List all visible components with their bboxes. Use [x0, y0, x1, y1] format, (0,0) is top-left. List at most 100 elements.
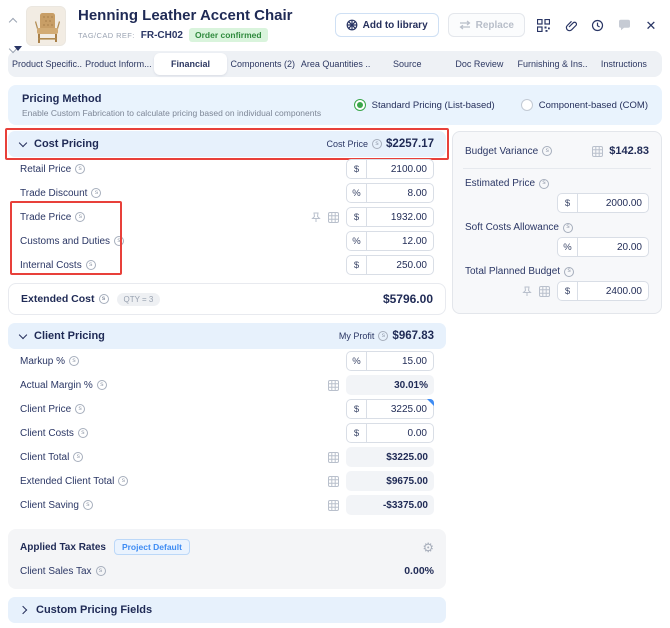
tab-furnishing-installation[interactable]: Furnishing & Ins... — [517, 59, 588, 69]
markup-input[interactable]: % 15.00 — [346, 351, 434, 371]
spec-circle-icon: s — [372, 139, 383, 149]
customs-duties-row: Customs and Duties s % 12.00 — [8, 229, 446, 253]
tab-product-information[interactable]: Product Inform... — [85, 59, 152, 69]
status-badge: Order confirmed — [188, 28, 268, 42]
spec-circle-icon: s — [562, 222, 573, 233]
comment-icon[interactable] — [615, 16, 633, 34]
pricing-method-subtitle: Enable Custom Fabrication to calculate p… — [22, 107, 322, 118]
currency-prefix: $ — [347, 208, 367, 226]
retail-price-input[interactable]: $ 2100.00 — [346, 159, 434, 179]
calculator-grid-icon[interactable] — [539, 285, 550, 297]
percent-prefix: % — [347, 352, 367, 370]
total-planned-budget-input[interactable]: $ 2400.00 — [557, 281, 649, 301]
gear-icon[interactable]: ⚙ — [422, 539, 434, 555]
spec-circle-icon: s — [85, 260, 96, 270]
budget-panel: Budget Variance s $142.83 Estimated Price… — [452, 131, 662, 314]
budget-variance-value: $142.83 — [609, 145, 649, 157]
retail-price-row: Retail Price s $ 2100.00 — [8, 157, 446, 181]
chevron-down-icon — [18, 138, 28, 147]
spec-circle-icon: s — [114, 236, 125, 246]
trade-price-label: Trade Price — [20, 211, 72, 223]
add-to-library-label: Add to library — [362, 19, 428, 31]
item-nav-caret-icon[interactable] — [14, 46, 22, 51]
prev-item-chevron-icon[interactable] — [8, 12, 18, 30]
spec-circle-icon: s — [77, 428, 88, 438]
customs-duties-label: Customs and Duties — [20, 235, 111, 247]
pin-icon[interactable] — [311, 212, 321, 223]
replace-label: Replace — [475, 19, 514, 31]
add-to-library-icon — [346, 19, 358, 31]
estimated-price-label: Estimated Price — [465, 178, 536, 189]
calculator-grid-icon[interactable] — [328, 475, 339, 487]
applied-tax-rates-card: Applied Tax Rates Project Default ⚙ Clie… — [8, 529, 446, 589]
spec-circle-icon: s — [96, 380, 107, 390]
calculator-grid-icon[interactable] — [592, 145, 604, 157]
calculator-grid-icon[interactable] — [328, 499, 339, 511]
pin-icon[interactable] — [522, 286, 532, 297]
cost-pricing-header[interactable]: Cost Pricing Cost Price s $2257.17 — [5, 128, 449, 160]
estimated-price-input[interactable]: $ 2000.00 — [557, 193, 649, 213]
spec-circle-icon: s — [564, 266, 575, 277]
qty-badge: QTY = 3 — [116, 292, 161, 306]
link-icon[interactable] — [561, 16, 579, 34]
qr-code-icon[interactable] — [534, 16, 552, 34]
client-costs-row: Client Costs s $ 0.00 — [8, 421, 446, 445]
spec-circle-icon: s — [118, 476, 129, 486]
cost-price-value: $2257.17 — [386, 138, 434, 150]
page-title: Henning Leather Accent Chair — [78, 7, 293, 24]
tab-financial[interactable]: Financial — [154, 53, 227, 75]
extended-cost-value: $5796.00 — [382, 292, 433, 306]
client-saving-readonly: -$3375.00 — [346, 495, 434, 515]
customs-duties-input[interactable]: % 12.00 — [346, 231, 434, 251]
client-total-readonly: $3225.00 — [346, 447, 434, 467]
tab-instructions[interactable]: Instructions — [600, 59, 647, 69]
calculator-grid-icon[interactable] — [328, 211, 339, 223]
tab-product-specifications[interactable]: Product Specific... — [12, 59, 83, 69]
spec-circle-icon: s — [75, 164, 86, 174]
applied-tax-rates-title: Applied Tax Rates — [20, 541, 106, 553]
tab-components[interactable]: Components (2) — [230, 59, 296, 69]
trade-price-input[interactable]: $ 1932.00 — [346, 207, 434, 227]
add-to-library-button[interactable]: Add to library — [334, 13, 439, 37]
tab-bar: Product Specific... Product Inform... Fi… — [8, 51, 662, 77]
client-saving-label: Client Saving — [20, 499, 79, 511]
product-thumbnail[interactable] — [26, 6, 66, 46]
pricing-method-section: Pricing Method Enable Custom Fabrication… — [8, 85, 662, 125]
internal-costs-input[interactable]: $ 250.00 — [346, 255, 434, 275]
radio-standard-pricing[interactable]: Standard Pricing (List-based) — [353, 99, 495, 111]
actual-margin-readonly: 30.01% — [346, 375, 434, 395]
calculator-grid-icon[interactable] — [328, 451, 339, 463]
internal-costs-row: Internal Costs s $ 250.00 — [8, 253, 446, 277]
client-price-input[interactable]: $ 3225.00 — [346, 399, 434, 419]
currency-prefix: $ — [558, 282, 578, 300]
tab-area-quantities[interactable]: Area Quantities ... — [300, 59, 372, 69]
client-saving-row: Client Saving s -$3375.00 — [8, 493, 446, 517]
tab-doc-review[interactable]: Doc Review — [455, 59, 504, 69]
custom-pricing-fields-header[interactable]: Custom Pricing Fields — [8, 597, 446, 623]
replace-button[interactable]: Replace — [447, 13, 525, 37]
currency-prefix: $ — [347, 424, 367, 442]
edited-corner-marker — [427, 399, 434, 406]
tab-source[interactable]: Source — [392, 59, 422, 69]
divider — [463, 168, 651, 169]
client-total-row: Client Total s $3225.00 — [8, 445, 446, 469]
trade-discount-input[interactable]: % 8.00 — [346, 183, 434, 203]
calculator-grid-icon[interactable] — [328, 379, 339, 391]
retail-price-label: Retail Price — [20, 163, 72, 175]
markup-value: 15.00 — [401, 355, 427, 367]
internal-costs-value: 250.00 — [396, 259, 427, 271]
client-costs-input[interactable]: $ 0.00 — [346, 423, 434, 443]
radio-standard-label: Standard Pricing (List-based) — [371, 99, 495, 111]
client-sales-tax-value: 0.00% — [404, 565, 434, 577]
client-pricing-header[interactable]: Client Pricing My Profit s $967.83 — [8, 323, 446, 349]
markup-row: Markup % s % 15.00 — [8, 349, 446, 373]
radio-component-based[interactable]: Component-based (COM) — [520, 99, 648, 111]
soft-costs-allowance-input[interactable]: % 20.00 — [557, 237, 649, 257]
close-icon[interactable]: ✕ — [645, 17, 657, 33]
extended-client-total-label: Extended Client Total — [20, 475, 115, 487]
history-clock-icon[interactable] — [588, 16, 606, 34]
currency-prefix: $ — [347, 256, 367, 274]
estimated-price-value: 2000.00 — [605, 197, 642, 209]
project-default-badge[interactable]: Project Default — [113, 539, 190, 555]
client-price-label: Client Price — [20, 403, 72, 415]
